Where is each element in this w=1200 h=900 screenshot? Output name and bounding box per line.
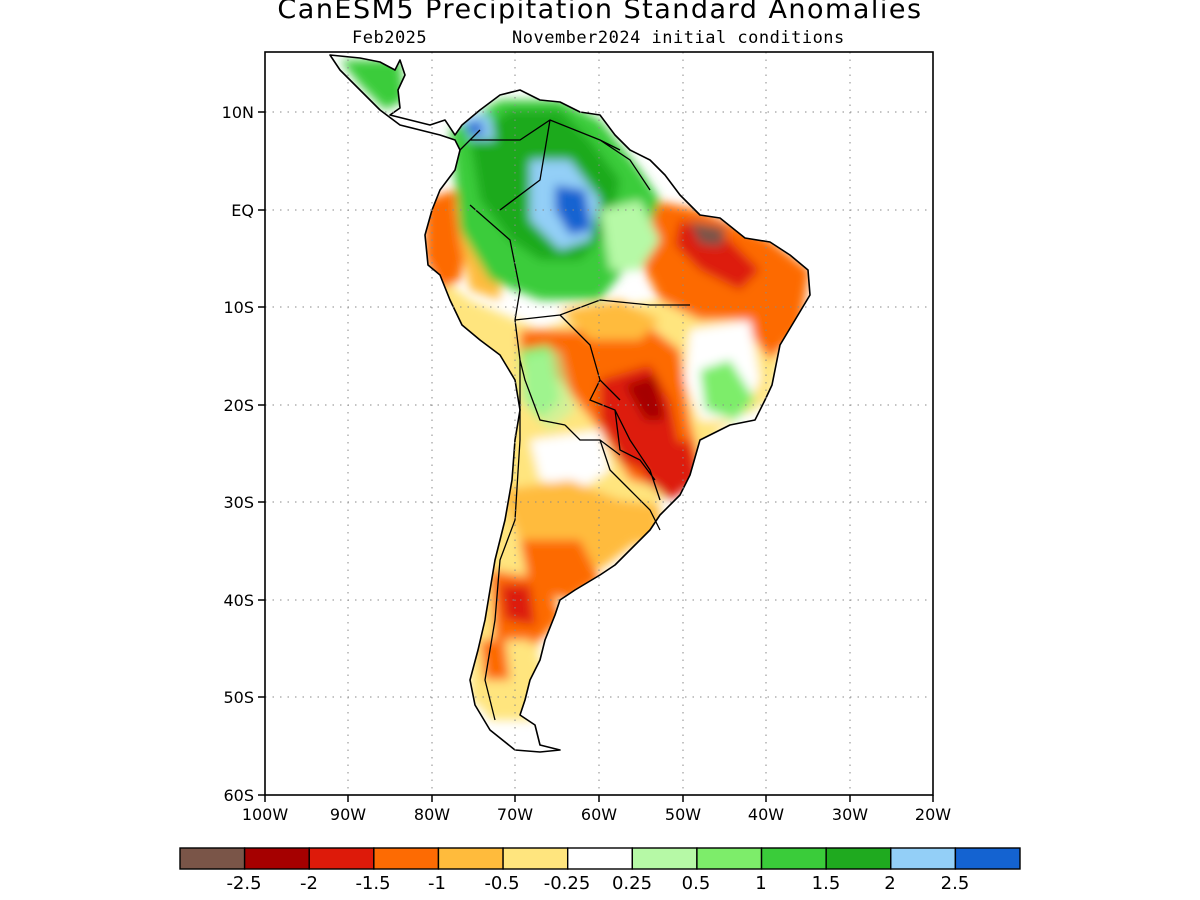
valid-month-label: Feb2025: [352, 28, 428, 48]
lat-label: 30S: [223, 493, 254, 512]
lat-label: 40S: [223, 591, 254, 610]
legend-swatch: [954, 847, 1021, 870]
lon-label: 80W: [414, 805, 450, 824]
legend-label: 2: [884, 873, 895, 894]
legend-swatch: [243, 847, 310, 870]
legend-labels: -2.5 -2 -1.5 -1 -0.5 -0.25 0.25 0.5 1 1.…: [226, 873, 969, 894]
legend-swatch: [308, 847, 375, 870]
legend-label: 0.25: [612, 873, 652, 894]
legend-label: 1: [755, 873, 766, 894]
legend-swatch: [890, 847, 957, 870]
lat-label: 60S: [223, 786, 254, 805]
legend-label: -2.5: [226, 873, 261, 894]
lat-label: 50S: [223, 688, 254, 707]
legend-swatch: [760, 847, 827, 870]
coastline: [329, 54, 811, 753]
lon-label: 40W: [748, 805, 784, 824]
lon-label: 100W: [242, 805, 289, 824]
legend-swatch: [631, 847, 698, 870]
legend-label: 0.5: [682, 873, 711, 894]
legend-label: -1.5: [355, 873, 390, 894]
lat-label: 10N: [222, 103, 254, 122]
legend-swatch: [373, 847, 440, 870]
map-title: CanESM5 Precipitation Standard Anomalies: [277, 0, 923, 25]
lon-label: 70W: [497, 805, 533, 824]
legend-swatch: [825, 847, 892, 870]
legend-label: 1.5: [812, 873, 841, 894]
anomaly-field: [340, 60, 810, 720]
lat-label: 20S: [223, 396, 254, 415]
legend-label: -1: [428, 873, 446, 894]
lon-label: 60W: [581, 805, 617, 824]
legend-swatch: [566, 847, 634, 870]
legend-label: -0.5: [484, 873, 519, 894]
lon-label: 20W: [915, 805, 951, 824]
lat-labels: 10N EQ 10S 20S 30S 40S 50S 60S: [222, 103, 254, 805]
legend-swatch: [696, 847, 763, 870]
legend-label: -0.25: [544, 873, 591, 894]
lat-label: 10S: [223, 298, 254, 317]
init-conditions-label: November2024 initial conditions: [512, 28, 845, 48]
lat-label: EQ: [231, 201, 254, 220]
legend-swatch: [437, 847, 504, 870]
legend-swatch: [179, 847, 246, 870]
lon-label: 90W: [330, 805, 366, 824]
axis-ticks: [258, 111, 934, 802]
legend-label: -2: [300, 873, 318, 894]
legend-colorbar: [179, 847, 1021, 870]
lon-label: 30W: [832, 805, 868, 824]
legend-label: 2.5: [941, 873, 970, 894]
lon-labels: 100W 90W 80W 70W 60W 50W 40W 30W 20W: [242, 805, 951, 824]
lon-label: 50W: [665, 805, 701, 824]
legend-swatch: [502, 847, 569, 870]
